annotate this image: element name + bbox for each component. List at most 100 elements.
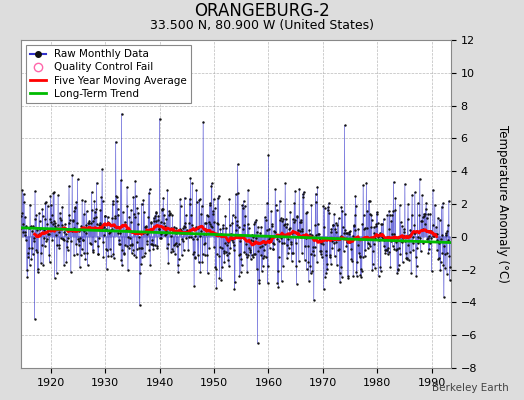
Point [294,257,303,264]
Point [290,200,299,206]
Point [136,270,144,276]
Point [406,227,414,233]
Point [136,302,144,308]
Point [57,217,66,223]
Point [187,175,195,182]
Point [282,242,291,248]
Point [166,211,174,217]
Point [230,246,238,253]
Point [264,262,272,269]
Point [158,206,166,213]
Point [25,225,33,232]
Point [253,229,261,235]
Point [367,217,376,223]
Point [138,254,146,260]
Point [177,230,185,236]
Point [49,220,57,227]
Point [362,236,370,243]
Point [59,236,67,242]
Point [98,166,106,173]
Point [367,212,376,218]
Point [21,214,29,220]
Point [143,230,151,237]
Point [71,204,80,210]
Point [376,264,385,270]
Point [183,229,191,236]
Point [45,259,53,265]
Point [334,247,342,254]
Point [429,186,437,193]
Point [375,236,383,243]
Text: Berkeley Earth: Berkeley Earth [432,383,508,393]
Point [364,245,372,251]
Point [355,236,363,242]
Point [445,253,453,259]
Point [427,227,435,234]
Point [243,268,252,275]
Point [222,225,231,231]
Point [121,242,129,248]
Point [43,202,52,209]
Point [300,189,308,195]
Point [256,244,264,250]
Point [297,226,305,232]
Point [225,263,233,269]
Point [200,231,208,238]
Point [386,264,395,270]
Point [91,238,99,244]
Point [283,250,292,256]
Point [382,235,390,241]
Point [344,229,353,236]
Point [398,259,407,265]
Point [217,245,226,251]
Point [159,194,168,201]
Point [287,258,296,264]
Point [379,216,388,222]
Point [351,193,359,200]
Point [269,246,277,252]
Point [425,240,434,246]
Point [441,230,450,236]
Point [89,248,97,255]
Point [124,234,133,240]
Point [151,218,160,224]
Point [46,216,54,222]
Point [242,241,250,248]
Point [212,285,221,292]
Point [274,267,282,274]
Point [390,231,398,237]
Point [34,269,42,276]
Point [439,262,447,268]
Point [31,188,39,194]
Point [289,250,298,256]
Point [397,219,405,226]
Point [116,177,125,183]
Point [18,187,27,194]
Point [160,232,169,238]
Point [312,232,321,238]
Point [280,222,288,228]
Point [408,212,416,218]
Point [32,249,41,256]
Point [136,244,145,251]
Point [219,225,227,231]
Point [88,189,96,196]
Point [303,208,311,215]
Point [255,280,264,286]
Point [429,232,438,239]
Point [285,245,293,251]
Point [146,240,155,247]
Point [250,251,258,257]
Point [203,270,212,276]
Point [54,229,63,235]
Point [183,226,191,233]
Point [85,240,94,246]
Point [336,279,344,285]
Point [195,196,204,202]
Point [108,215,116,221]
Point [70,252,78,258]
Point [23,274,31,280]
Point [341,211,349,218]
Point [328,244,336,251]
Point [377,221,386,228]
